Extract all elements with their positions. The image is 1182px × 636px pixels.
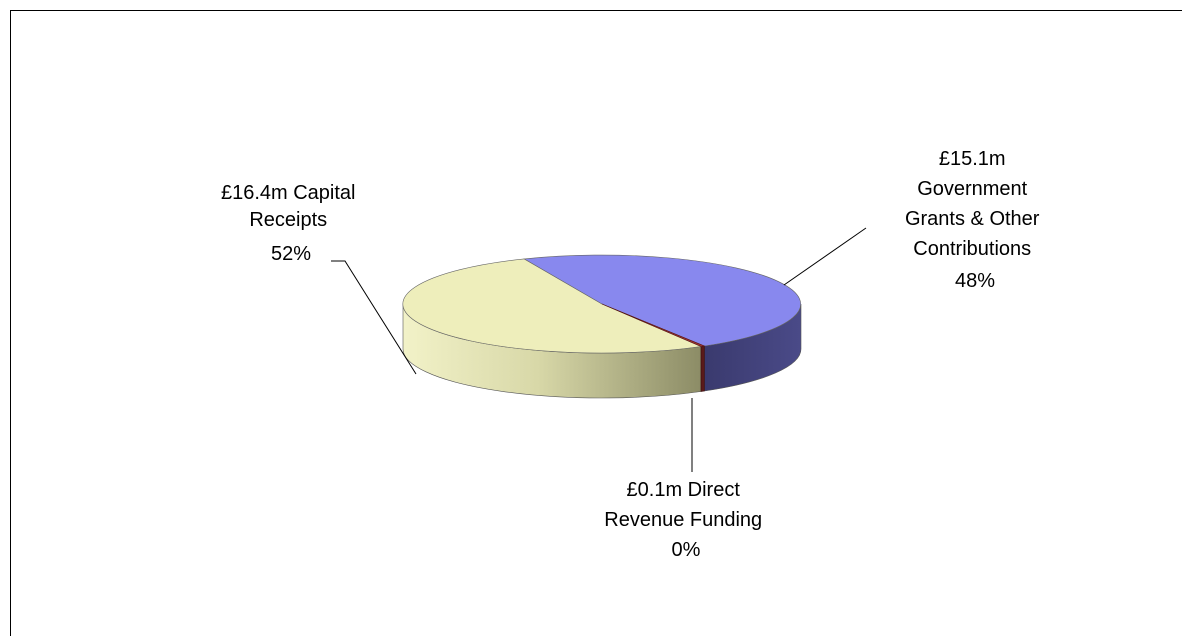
data-label-government-grants: £15.1m Government Grants & Other Contrib…: [905, 148, 1045, 292]
leader-line-capital-receipts: [331, 260, 417, 375]
data-label-direct-revenue-funding: £0.1m Direct Revenue Funding 0%: [604, 479, 767, 561]
data-label-capital-receipts: £16.4m Capital Receipts 52%: [221, 182, 361, 265]
slice-side-direct-revenue-funding: [700, 345, 705, 392]
leader-line-government-grants: [783, 227, 867, 286]
slice-government-grants: [523, 254, 801, 347]
slice-capital-receipts: [402, 258, 703, 354]
slice-direct-revenue-funding: [601, 303, 706, 347]
